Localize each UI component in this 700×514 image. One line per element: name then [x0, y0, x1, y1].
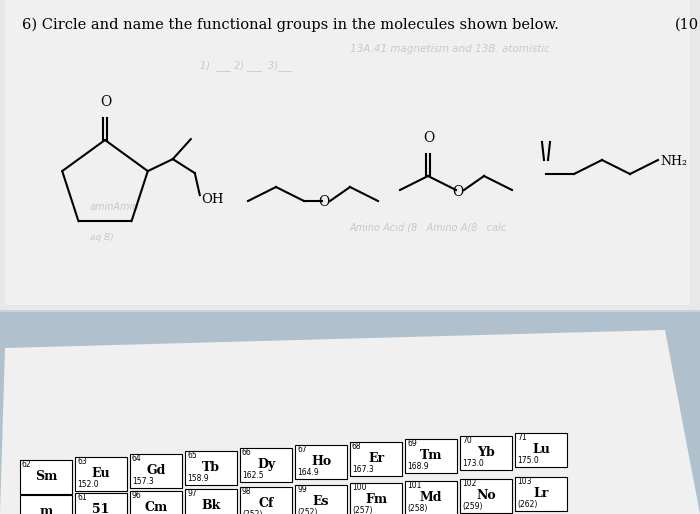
Text: 67: 67: [297, 445, 307, 454]
Text: NH₂: NH₂: [660, 155, 687, 168]
Text: Ho: Ho: [311, 455, 331, 468]
Text: Lr: Lr: [533, 487, 549, 500]
Text: Amino Acid (8   Amino A(8   calc: Amino Acid (8 Amino A(8 calc: [350, 222, 508, 232]
Text: 175.0: 175.0: [517, 456, 539, 465]
Text: (252): (252): [242, 510, 262, 514]
Text: 103: 103: [517, 477, 531, 486]
Text: Es: Es: [313, 495, 329, 508]
Text: (259): (259): [462, 502, 482, 511]
Text: 51: 51: [92, 503, 110, 514]
Bar: [130, 491, 182, 514]
Text: 66: 66: [242, 448, 252, 457]
Bar: [515, 433, 567, 467]
Bar: [350, 442, 402, 476]
Text: OH: OH: [201, 193, 223, 206]
Text: Lu: Lu: [532, 443, 550, 456]
Text: 69: 69: [407, 439, 416, 448]
Text: 99: 99: [297, 485, 307, 494]
Text: 62: 62: [22, 460, 32, 469]
Bar: [20, 495, 72, 514]
Text: 173.0: 173.0: [462, 459, 484, 468]
Text: 101: 101: [407, 481, 421, 490]
Text: O: O: [452, 185, 463, 199]
Text: 97: 97: [187, 489, 197, 498]
Bar: [460, 436, 512, 470]
Text: O: O: [100, 95, 111, 109]
Text: (252): (252): [297, 508, 317, 514]
Text: O: O: [423, 131, 434, 145]
Text: Fm: Fm: [365, 493, 387, 506]
Text: Eu: Eu: [92, 467, 111, 480]
Bar: [240, 448, 292, 482]
Text: Tb: Tb: [202, 461, 220, 474]
Text: Dy: Dy: [257, 458, 275, 471]
Text: Cf: Cf: [258, 497, 274, 510]
Text: 157.3: 157.3: [132, 477, 154, 486]
Text: 168.9: 168.9: [407, 462, 428, 471]
Text: Er: Er: [368, 452, 384, 465]
Text: (258): (258): [407, 504, 428, 513]
FancyBboxPatch shape: [0, 312, 700, 514]
Text: Md: Md: [420, 491, 442, 504]
Text: 71: 71: [517, 433, 526, 442]
Text: Sm: Sm: [35, 470, 57, 483]
Text: 98: 98: [242, 487, 251, 496]
Bar: [460, 479, 512, 513]
Text: 63: 63: [77, 457, 87, 466]
Text: 68: 68: [352, 442, 362, 451]
Text: 64: 64: [132, 454, 141, 463]
Text: m: m: [39, 505, 52, 514]
Bar: [185, 489, 237, 514]
Text: 158.9: 158.9: [187, 474, 209, 483]
Text: 13A.41 magnetism and 13B. atomistic: 13A.41 magnetism and 13B. atomistic: [350, 44, 550, 54]
Bar: [185, 451, 237, 485]
Text: O: O: [318, 195, 329, 209]
Text: Gd: Gd: [146, 464, 166, 477]
Text: Tm: Tm: [420, 449, 442, 462]
Text: 1)  ___ 2) ___  3)___: 1) ___ 2) ___ 3)___: [200, 60, 293, 71]
Bar: [295, 445, 347, 479]
Text: aq B): aq B): [90, 233, 113, 242]
Bar: [20, 460, 72, 494]
Text: 100: 100: [352, 483, 367, 492]
Text: 65: 65: [187, 451, 197, 460]
Text: 70: 70: [462, 436, 472, 445]
Text: 162.5: 162.5: [242, 471, 264, 480]
Text: aminAmin: aminAmin: [90, 202, 139, 212]
Text: (10: (10: [675, 18, 699, 32]
Bar: [75, 457, 127, 491]
Text: Bk: Bk: [202, 499, 220, 512]
Bar: [130, 454, 182, 488]
Bar: [515, 477, 567, 511]
Text: 164.9: 164.9: [297, 468, 319, 477]
Text: 6) Circle and name the functional groups in the molecules shown below.: 6) Circle and name the functional groups…: [22, 18, 559, 32]
Bar: [405, 481, 457, 514]
Bar: [295, 485, 347, 514]
Text: 152.0: 152.0: [77, 480, 99, 489]
Bar: [240, 487, 292, 514]
Text: (257): (257): [352, 506, 372, 514]
Text: 102: 102: [462, 479, 477, 488]
Text: (262): (262): [517, 500, 538, 509]
Text: 61: 61: [77, 493, 87, 502]
Polygon shape: [0, 330, 700, 514]
Text: 167.3: 167.3: [352, 465, 374, 474]
Text: Cm: Cm: [144, 501, 167, 514]
Bar: [75, 493, 127, 514]
Text: 96: 96: [132, 491, 141, 500]
Text: No: No: [476, 489, 496, 502]
FancyBboxPatch shape: [5, 0, 690, 305]
FancyBboxPatch shape: [0, 0, 700, 310]
Bar: [350, 483, 402, 514]
Text: Yb: Yb: [477, 446, 495, 459]
Bar: [405, 439, 457, 473]
